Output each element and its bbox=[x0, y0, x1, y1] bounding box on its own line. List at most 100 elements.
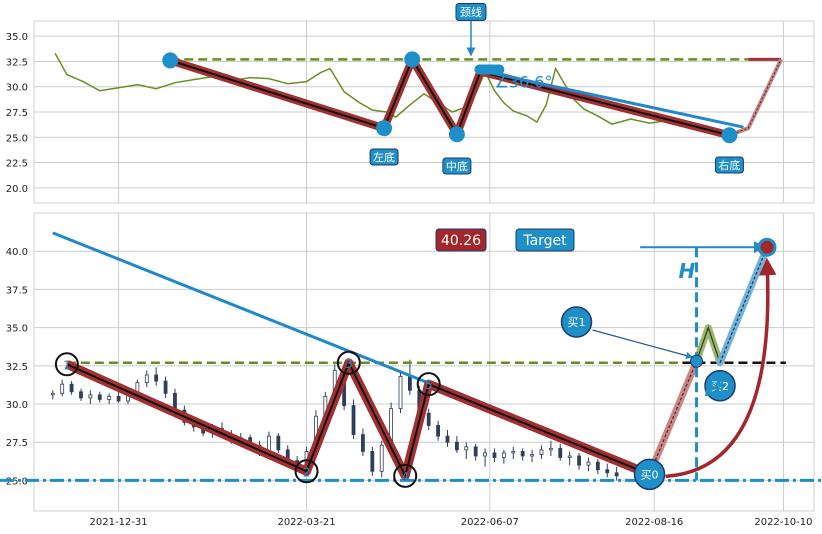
target-label: Target bbox=[522, 233, 567, 249]
point-marker-circle bbox=[393, 463, 418, 488]
neckline-label: 颈线 bbox=[460, 5, 482, 19]
candle-body bbox=[398, 376, 403, 410]
pattern-point bbox=[448, 126, 465, 143]
point-marker-circle bbox=[416, 372, 441, 397]
candle-body bbox=[577, 455, 581, 466]
middle-bottom-label-box bbox=[442, 157, 472, 175]
buy0-label: 买0 bbox=[641, 468, 659, 481]
candle-body bbox=[492, 452, 497, 458]
candle-body bbox=[436, 425, 440, 437]
buy0-label-circle bbox=[633, 458, 666, 491]
right-bottom-label: 右底 bbox=[718, 158, 740, 172]
candle-body bbox=[116, 395, 121, 402]
point-marker-label: 2 bbox=[303, 465, 311, 479]
candle-body bbox=[60, 383, 65, 394]
y-tick-label: 35.0 bbox=[6, 32, 28, 43]
price-badge: 40.26 bbox=[441, 233, 481, 249]
candle-body bbox=[464, 446, 469, 451]
buy2-label: 买2 bbox=[711, 380, 729, 393]
candle-body bbox=[586, 461, 591, 466]
candle-body bbox=[163, 380, 168, 394]
projection-inner bbox=[729, 59, 782, 136]
buy1-label: 买1 bbox=[568, 316, 586, 329]
price-series-line bbox=[54, 52, 664, 125]
candle-body bbox=[445, 435, 450, 443]
candle-body bbox=[548, 447, 553, 451]
buy2-label-circle bbox=[704, 370, 736, 402]
candle-body bbox=[351, 405, 356, 435]
top-y-axis: 35.0 32.5 30.0 27.5 25.0 22.5 20.0 bbox=[6, 32, 28, 195]
top-pattern-layer bbox=[162, 51, 783, 144]
price-badge-box bbox=[435, 228, 487, 252]
candle-body bbox=[614, 472, 619, 477]
projection-retest-inner bbox=[695, 325, 721, 363]
point-marker-label: 1 bbox=[63, 358, 71, 372]
candle-body bbox=[539, 449, 544, 455]
target-point bbox=[757, 237, 777, 257]
candle-body bbox=[154, 374, 159, 382]
pattern-point bbox=[162, 52, 179, 69]
y-tick-label: 27.5 bbox=[6, 438, 28, 449]
candle-body bbox=[605, 469, 610, 474]
point-marker-circle bbox=[54, 352, 79, 377]
y-tick-label: 20.0 bbox=[6, 184, 28, 195]
projection-target-inner bbox=[719, 247, 768, 363]
candle-body bbox=[276, 435, 281, 451]
bottom-pattern-layer bbox=[0, 231, 822, 482]
trendline bbox=[480, 69, 744, 129]
candle-body bbox=[370, 450, 375, 472]
pattern-point bbox=[376, 120, 393, 137]
candle-body bbox=[483, 452, 487, 457]
y-tick-label: 37.5 bbox=[6, 285, 28, 296]
point-marker-label: 3 bbox=[345, 357, 353, 371]
pattern-point bbox=[721, 127, 738, 144]
candle-body bbox=[97, 394, 102, 400]
target-label-box bbox=[515, 228, 575, 252]
candle-body bbox=[107, 395, 112, 400]
bottom-grid bbox=[34, 213, 814, 511]
height-label-bottom: H bbox=[705, 377, 722, 401]
y-tick-label: 32.5 bbox=[6, 57, 28, 68]
buy1-label-circle bbox=[560, 306, 593, 338]
y-tick-label: 27.5 bbox=[6, 108, 28, 119]
candle-body bbox=[426, 412, 431, 426]
candle-body bbox=[501, 452, 506, 458]
candle-body bbox=[144, 374, 149, 384]
neckline-label-box bbox=[455, 3, 487, 21]
y-tick-label: 25.0 bbox=[6, 476, 28, 487]
candle-body bbox=[88, 394, 93, 399]
candle-body bbox=[558, 447, 563, 458]
candle-body bbox=[79, 391, 83, 399]
y-tick-label: 30.0 bbox=[6, 83, 28, 94]
left-bottom-label: 左底 bbox=[373, 150, 395, 164]
candle-body bbox=[379, 444, 384, 472]
bottom-y-axis: 40.0 37.5 35.0 32.5 30.0 27.5 25.0 bbox=[6, 247, 28, 487]
point-marker-label: 4 bbox=[401, 470, 409, 484]
x-tick-label: 2021-12-31 bbox=[90, 517, 148, 528]
candle-body bbox=[69, 383, 74, 393]
angle-marker bbox=[474, 64, 505, 75]
candle-body bbox=[361, 434, 365, 452]
middle-bottom-label: 中底 bbox=[446, 159, 468, 173]
y-tick-label: 30.0 bbox=[6, 400, 28, 411]
candle-body bbox=[595, 461, 600, 471]
point-marker-label: 5 bbox=[425, 378, 433, 392]
y-tick-label: 40.0 bbox=[6, 247, 28, 258]
candle-body bbox=[520, 450, 525, 457]
x-tick-label: 2022-08-16 bbox=[625, 517, 683, 528]
point-marker-circle bbox=[336, 350, 361, 375]
candle-body bbox=[50, 392, 55, 396]
bottom-x-axis: 2021-12-31 2022-03-21 2022-06-07 2022-08-16… bbox=[90, 517, 813, 528]
x-tick-label: 2022-06-07 bbox=[461, 517, 519, 528]
buy1-pointer bbox=[592, 329, 694, 360]
candle-body bbox=[454, 441, 459, 451]
projection-rise-inner bbox=[648, 361, 698, 475]
candle-body bbox=[530, 454, 534, 457]
x-tick-label: 2022-10-10 bbox=[754, 517, 812, 528]
point-marker-circle bbox=[294, 459, 319, 484]
top-price-line-layer bbox=[54, 52, 664, 125]
y-tick-label: 22.5 bbox=[6, 159, 28, 170]
